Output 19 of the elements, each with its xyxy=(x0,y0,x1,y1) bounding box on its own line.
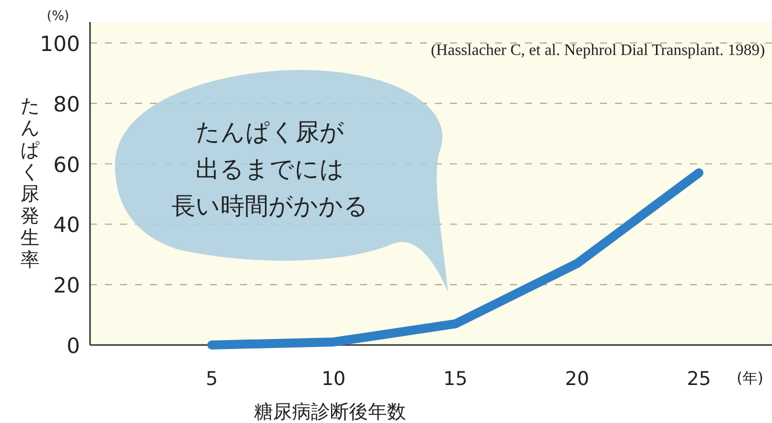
x-axis-title: 糖尿病診断後年数 xyxy=(254,401,406,423)
x-tick-label: 10 xyxy=(321,368,346,390)
x-tick-label: 25 xyxy=(686,368,712,390)
annotation: 長い時間がかかる xyxy=(172,192,368,220)
y-tick-label: 40 xyxy=(53,213,80,238)
annotation: (Hasslacher C, et al. Nephrol Dial Transplant. 1989) xyxy=(430,42,765,59)
y-tick-label: 0 xyxy=(66,334,80,358)
annotation: 出るまでには xyxy=(196,155,344,183)
text: (%) xyxy=(46,9,70,24)
y-axis-title: たんぱく尿発生率 xyxy=(20,95,40,271)
x-tick-label: 15 xyxy=(443,368,468,390)
y-tick-label: 80 xyxy=(53,92,80,116)
y-tick-label: 60 xyxy=(53,152,80,177)
x-tick-label: 20 xyxy=(565,368,590,390)
y-tick-label: 100 xyxy=(40,32,80,56)
y-tick-label: 20 xyxy=(53,274,80,298)
annotation: たんぱく尿が xyxy=(196,118,344,146)
text: (年) xyxy=(736,369,764,387)
x-tick-label: 5 xyxy=(206,368,218,390)
